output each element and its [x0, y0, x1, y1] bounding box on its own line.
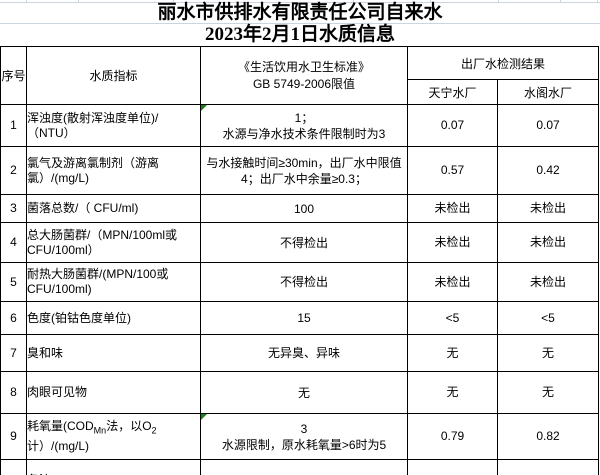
- table-row: 7 臭和味 无异臭、异味 无 无: [0, 334, 600, 372]
- header-limit[interactable]: 《生活饮用水卫生标准》 GB 5749-2006限值: [200, 46, 408, 105]
- table-row: 10 备注: [0, 459, 600, 475]
- header-result-group[interactable]: 出厂水检测结果: [406, 46, 600, 80]
- table-row: 4 总大肠菌群/（MPN/100ml或CFU/100ml） 不得检出 未检出 未…: [0, 222, 600, 263]
- cell-row-number[interactable]: 9: [0, 413, 27, 460]
- cell-indicator[interactable]: 耗氧量(CODMn法，以O2 计）/(mg/L): [26, 413, 201, 460]
- sheet-gridline: [26, 0, 27, 3]
- sheet-gridline: [430, 0, 431, 3]
- text-number-flag-icon: [201, 414, 207, 420]
- page-title: 丽水市供排水有限责任公司自来水: [157, 2, 443, 23]
- cell-indicator[interactable]: 菌落总数/（ CFU/ml): [26, 194, 201, 223]
- header-plant-shuige[interactable]: 水阁水厂: [496, 79, 600, 105]
- indicator-subscript: 2: [151, 425, 157, 436]
- cell-indicator[interactable]: 色度(铂钴色度单位): [26, 301, 201, 335]
- cell-indicator[interactable]: 浑浊度(散射浑浊度单位)/（NTU）: [26, 104, 201, 147]
- table-row: 2 氯气及游离氯制剂（游离氯）/(mg/L) 与水接触时间≥30min，出厂水中…: [0, 146, 600, 195]
- cell-indicator[interactable]: 耐热大肠菌群/(MPN/100或CFU/100ml): [26, 262, 201, 302]
- table-row: 1 浑浊度(散射浑浊度单位)/（NTU） 1； 水源与净水技术条件限制时为3 0…: [0, 104, 600, 147]
- cell-shuige-value[interactable]: <5: [496, 301, 600, 335]
- cell-indicator[interactable]: 氯气及游离氯制剂（游离氯）/(mg/L): [26, 146, 201, 195]
- indicator-text: 耗氧量(COD: [27, 419, 94, 434]
- sheet-gridline: [78, 0, 79, 3]
- cell-limit[interactable]: 无: [200, 371, 408, 414]
- cell-row-number[interactable]: 5: [0, 262, 27, 302]
- cell-row-number[interactable]: 7: [0, 334, 27, 372]
- cell-shuige-value[interactable]: 无: [496, 371, 600, 414]
- header-plant-tianning[interactable]: 天宁水厂: [407, 79, 498, 105]
- cell-limit[interactable]: [200, 459, 408, 475]
- table-row: 6 色度(铂钴色度单位) 15 <5 <5: [0, 301, 600, 335]
- cell-tianning-value[interactable]: 0.57: [407, 146, 498, 195]
- indicator-subscript: Mn: [93, 425, 107, 436]
- table-row: 5 耐热大肠菌群/(MPN/100或CFU/100ml) 不得检出 未检出 未检…: [0, 262, 600, 302]
- cell-shuige-value[interactable]: 未检出: [496, 262, 600, 302]
- sheet-gridline: [560, 0, 561, 3]
- cell-tianning-value[interactable]: 未检出: [407, 262, 498, 302]
- cell-shuige-value[interactable]: 0.42: [496, 146, 600, 195]
- cell-row-number[interactable]: 3: [0, 194, 27, 223]
- sheet-gridline: [597, 0, 598, 3]
- cell-indicator[interactable]: 总大肠菌群/（MPN/100ml或CFU/100ml）: [26, 222, 201, 263]
- table-row: 8 肉眼可见物 无 无 无: [0, 371, 600, 414]
- cell-row-number[interactable]: 10: [0, 459, 27, 475]
- sheet-gridline: [173, 0, 174, 3]
- cell-indicator[interactable]: 备注: [26, 459, 201, 475]
- sheet-gridline: [498, 0, 499, 3]
- cell-row-number[interactable]: 6: [0, 301, 27, 335]
- cell-limit-text: 3 水源限制，原水耗氧量>6时为5: [221, 421, 387, 452]
- header-index[interactable]: 序号: [0, 46, 27, 105]
- sheet-gridline: [0, 23, 600, 24]
- water-quality-table: 序号 水质指标 《生活饮用水卫生标准》 GB 5749-2006限值 出厂水检测…: [0, 46, 600, 475]
- cell-shuige-value[interactable]: 0.82: [496, 413, 600, 460]
- cell-row-number[interactable]: 2: [0, 146, 27, 195]
- cell-limit[interactable]: 1； 水源与净水技术条件限制时为3: [200, 104, 408, 147]
- cell-tianning-value[interactable]: 未检出: [407, 222, 498, 263]
- cell-tianning-value[interactable]: 0.79: [407, 413, 498, 460]
- page-subtitle: 2023年2月1日水质信息: [204, 24, 395, 45]
- cell-row-number[interactable]: 1: [0, 104, 27, 147]
- cell-tianning-value[interactable]: 未检出: [407, 194, 498, 223]
- cell-tianning-value[interactable]: 无: [407, 371, 498, 414]
- cell-limit[interactable]: 不得检出: [200, 222, 408, 263]
- cell-limit[interactable]: 不得检出: [200, 262, 408, 302]
- cell-tianning-value[interactable]: <5: [407, 301, 498, 335]
- cell-row-number[interactable]: 8: [0, 371, 27, 414]
- sheet-gridline: [353, 0, 354, 3]
- cell-limit[interactable]: 无异臭、异味: [200, 334, 408, 372]
- cell-indicator[interactable]: 臭和味: [26, 334, 201, 372]
- cell-tianning-value[interactable]: 0.07: [407, 104, 498, 147]
- cell-shuige-value[interactable]: 无: [496, 334, 600, 372]
- table-row: 9 耗氧量(CODMn法，以O2 计）/(mg/L) 3 水源限制，原水耗氧量>6…: [0, 413, 600, 460]
- cell-tianning-value[interactable]: 无: [407, 334, 498, 372]
- cell-limit-text: 1； 水源与净水技术条件限制时为3: [222, 110, 386, 141]
- cell-limit[interactable]: 15: [200, 301, 408, 335]
- cell-limit[interactable]: 3 水源限制，原水耗氧量>6时为5: [200, 413, 408, 460]
- cell-indicator[interactable]: 肉眼可见物: [26, 371, 201, 414]
- cell-limit[interactable]: 100: [200, 194, 408, 223]
- cell-shuige-value[interactable]: [496, 459, 600, 475]
- cell-shuige-value[interactable]: 0.07: [496, 104, 600, 147]
- indicator-text: 计）/(mg/L): [27, 438, 90, 453]
- cell-limit[interactable]: 与水接触时间≥30min，出厂水中限值4；出厂水中余量≥0.3；: [200, 146, 408, 195]
- indicator-text: 法，以O: [106, 419, 152, 434]
- cell-row-number[interactable]: 4: [0, 222, 27, 263]
- cell-shuige-value[interactable]: 未检出: [496, 222, 600, 263]
- cell-shuige-value[interactable]: 未检出: [496, 194, 600, 223]
- sheet-gridline: [0, 2, 600, 3]
- text-number-flag-icon: [201, 105, 207, 111]
- header-row-1: 序号 水质指标 《生活饮用水卫生标准》 GB 5749-2006限值 出厂水检测…: [0, 46, 600, 105]
- header-indicator[interactable]: 水质指标: [26, 46, 201, 105]
- cell-tianning-value[interactable]: [407, 459, 498, 475]
- table-row: 3 菌落总数/（ CFU/ml) 100 未检出 未检出: [0, 194, 600, 223]
